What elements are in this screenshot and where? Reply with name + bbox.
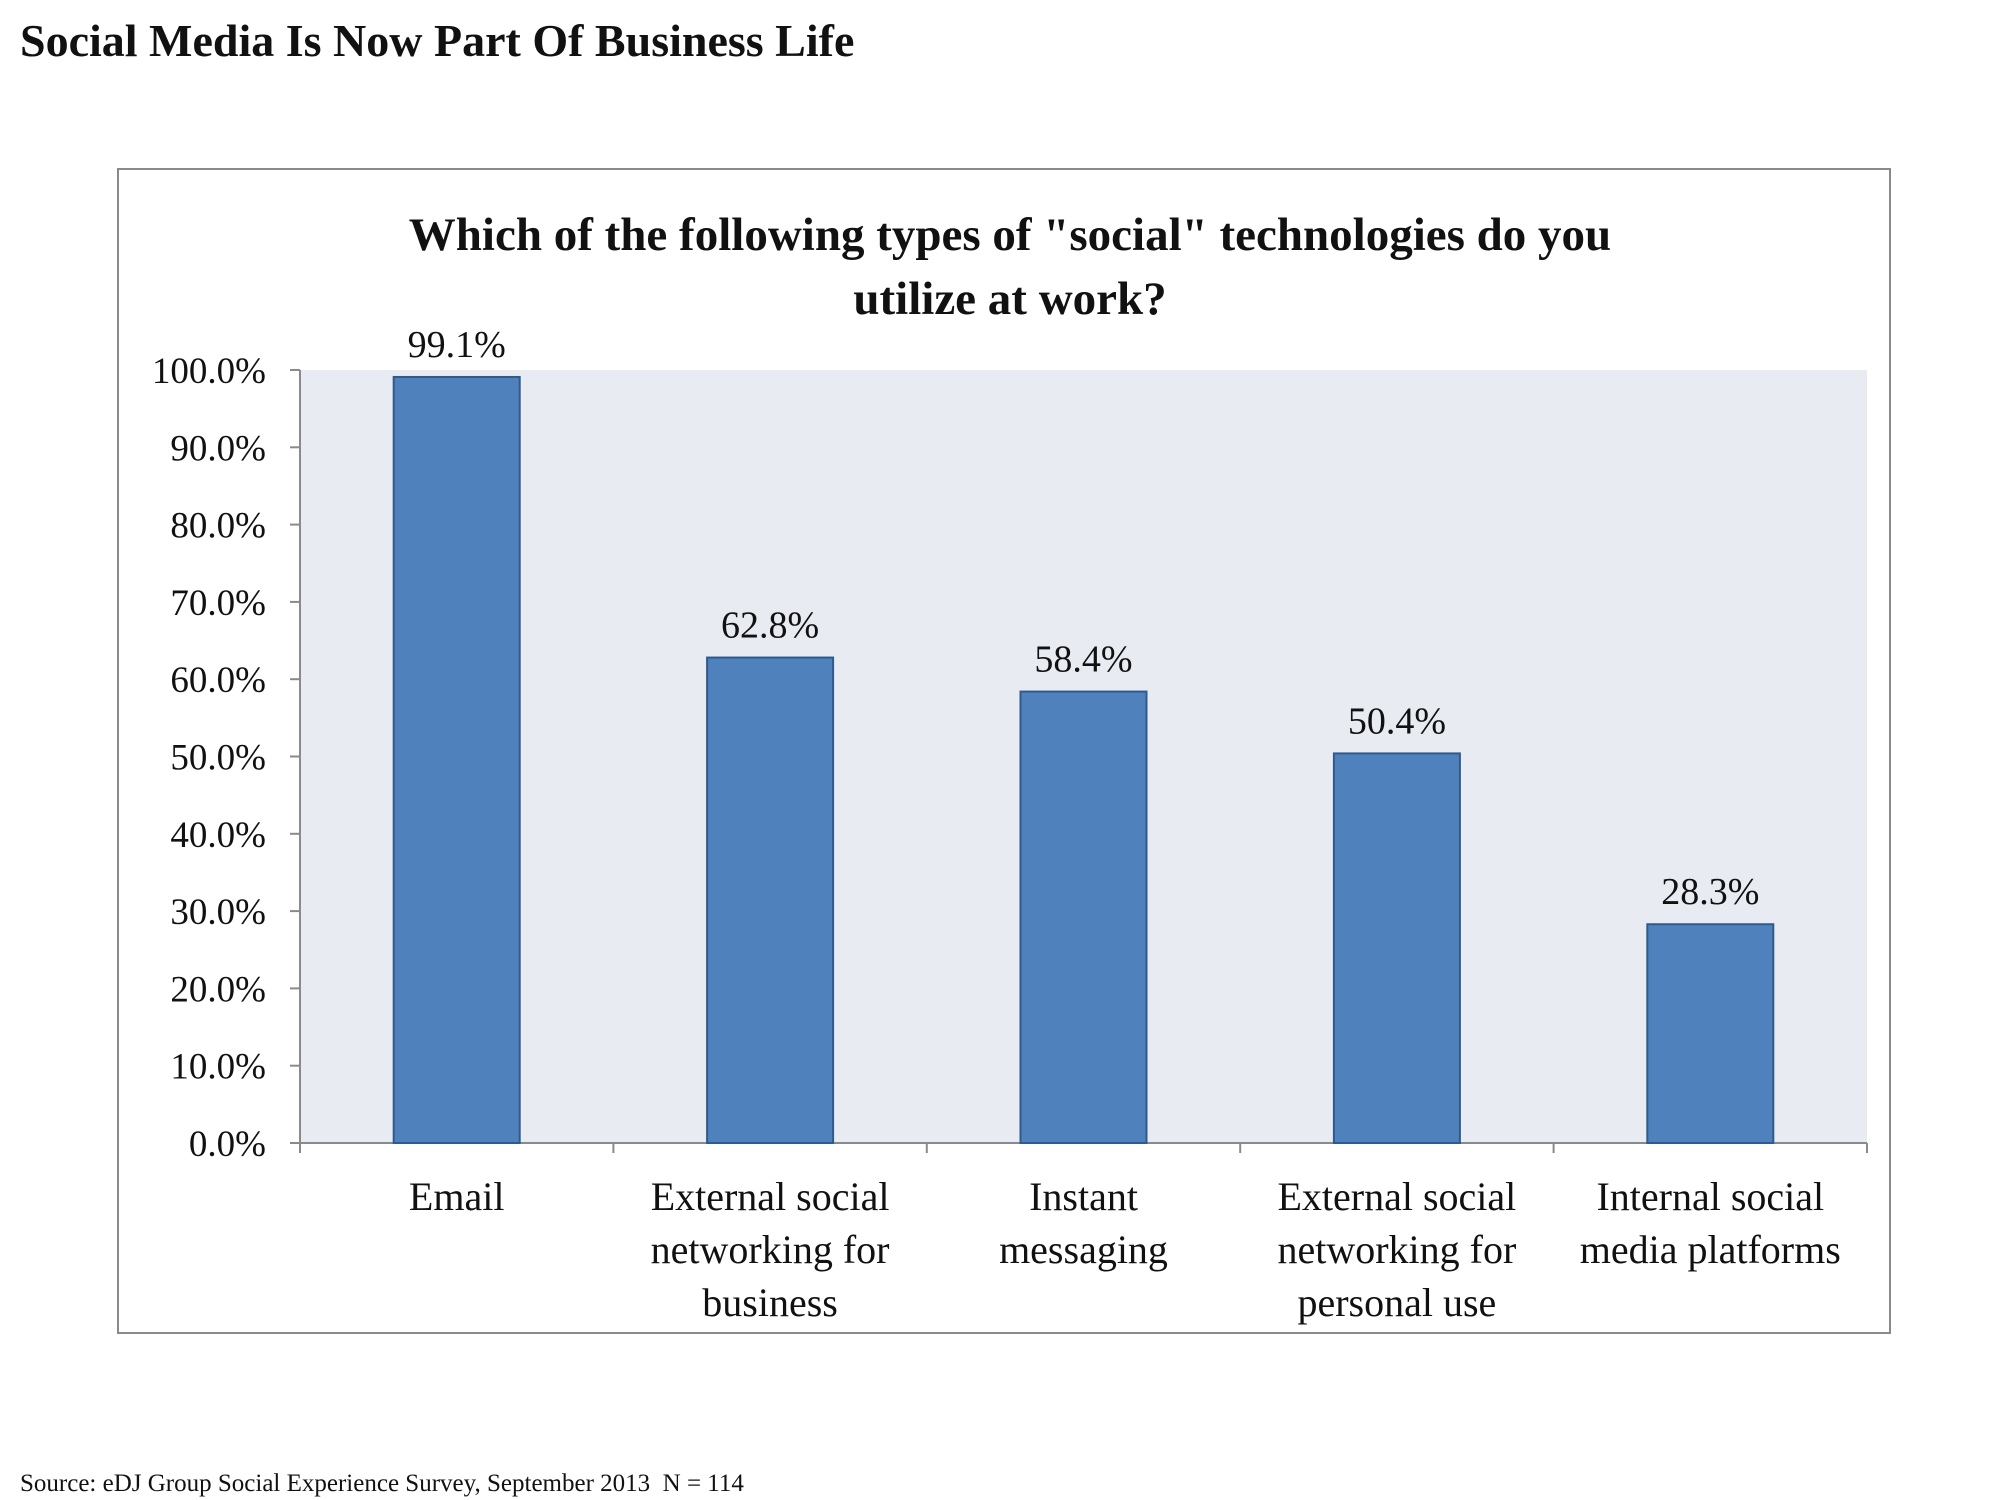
y-tick-label: 90.0% <box>170 428 266 469</box>
y-tick-label: 30.0% <box>170 892 266 933</box>
bar <box>706 656 835 1145</box>
bar <box>392 375 521 1145</box>
category-label: External social <box>1278 1174 1517 1219</box>
category-label: networking for <box>1277 1227 1516 1272</box>
chart-title-line: utilize at work? <box>853 273 1166 325</box>
category-label: media platforms <box>1580 1227 1841 1272</box>
bar <box>1332 752 1461 1145</box>
category-label: Instant <box>1029 1174 1138 1219</box>
y-tick-label: 60.0% <box>170 660 266 701</box>
category-label: messaging <box>999 1227 1168 1272</box>
y-tick-label: 100.0% <box>152 351 266 392</box>
category-label: personal use <box>1297 1280 1496 1325</box>
y-tick-label: 40.0% <box>170 815 266 856</box>
data-label: 50.4% <box>1348 700 1446 742</box>
category-label: External social <box>651 1174 890 1219</box>
category-label: Email <box>409 1174 505 1219</box>
category-label: business <box>702 1280 838 1325</box>
category-label: Internal social <box>1596 1174 1824 1219</box>
category-label: networking for <box>651 1227 890 1272</box>
data-label: 99.1% <box>408 324 506 366</box>
y-tick-label: 80.0% <box>170 506 266 547</box>
source-note: Source: eDJ Group Social Experience Surv… <box>20 1470 744 1497</box>
data-label: 28.3% <box>1661 871 1759 913</box>
y-tick-label: 0.0% <box>189 1124 266 1165</box>
y-tick-label: 10.0% <box>170 1047 266 1088</box>
bar <box>1019 690 1148 1144</box>
bar <box>1646 923 1775 1145</box>
y-tick-label: 20.0% <box>170 969 266 1010</box>
y-tick-label: 50.0% <box>170 738 266 779</box>
y-tick-label: 70.0% <box>170 583 266 624</box>
page-title: Social Media Is Now Part Of Business Lif… <box>20 15 855 66</box>
data-label: 58.4% <box>1034 639 1132 681</box>
data-label: 62.8% <box>721 605 819 647</box>
chart-title-line: Which of the following types of "social"… <box>409 209 1611 261</box>
